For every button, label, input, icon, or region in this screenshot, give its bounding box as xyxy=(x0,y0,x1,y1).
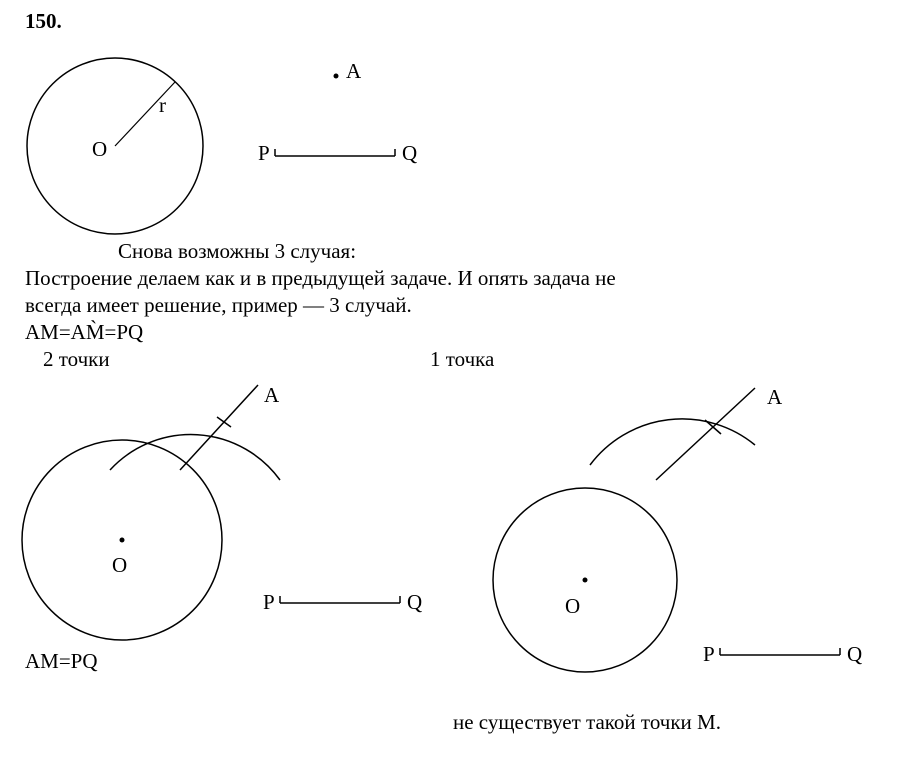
fig-top-p-label: P xyxy=(258,140,270,166)
text-line3: всегда имеет решение, пример — 3 случай. xyxy=(25,292,412,318)
fig-left-a-line xyxy=(180,385,258,470)
fig-top-point-a xyxy=(334,74,339,79)
text-line4: AM=AM̀=PQ xyxy=(25,319,143,345)
fig-right-pq-bracket xyxy=(720,648,840,655)
fig-left-p-label: P xyxy=(263,589,275,615)
fig-right-q-label: Q xyxy=(847,641,862,667)
fig-left-pq-bracket xyxy=(280,596,400,603)
fig-top-pq-bracket xyxy=(275,149,395,156)
fig-top-svg xyxy=(0,20,420,240)
fig-right-p-label: P xyxy=(703,641,715,667)
fig-top-center-label: O xyxy=(92,136,107,162)
fig-left-center-dot xyxy=(120,538,125,543)
fig-left-center-label: O xyxy=(112,552,127,578)
text-line1: Снова возможны 3 случая: xyxy=(118,238,356,264)
fig-top-a-label: A xyxy=(346,58,361,84)
fig-left-eq: AM=PQ xyxy=(25,648,98,674)
fig-left-a-label: A xyxy=(264,382,279,408)
fig-left-tick xyxy=(217,417,231,427)
page-root: 150. O r A P Q Снова возможны 3 случая: … xyxy=(0,0,920,774)
fig-top-radius-line xyxy=(115,82,175,146)
fig-right-center-label: O xyxy=(565,593,580,619)
fig-left-q-label: Q xyxy=(407,589,422,615)
text-line2: Построение делаем как и в предыдущей зад… xyxy=(25,265,616,291)
fig-left-svg xyxy=(0,360,460,774)
fig-right-a-label: A xyxy=(767,384,782,410)
fig-top-q-label: Q xyxy=(402,140,417,166)
fig-right-arc xyxy=(590,419,755,465)
fig-right-bottom-text: не существует такой точки М. xyxy=(453,709,721,735)
fig-top-radius-label: r xyxy=(159,92,166,118)
fig-right-center-dot xyxy=(583,578,588,583)
